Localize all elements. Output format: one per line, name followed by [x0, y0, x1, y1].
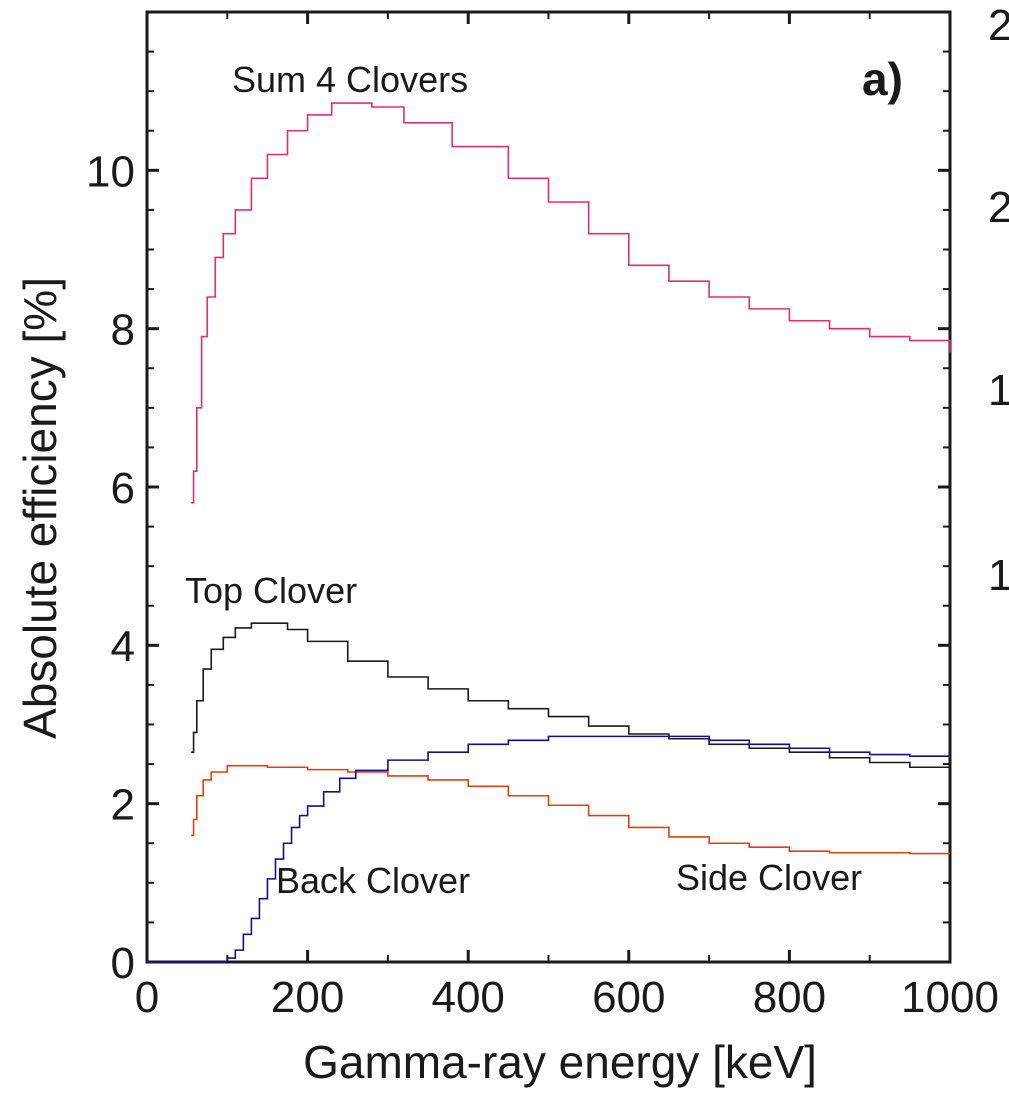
- series-line-back-clover: [147, 735, 951, 963]
- cropped-tick-label-2: 2: [988, 183, 1009, 232]
- y-tick-labels: 0 2 4 6 8 10: [86, 147, 135, 988]
- cropped-tick-label-4: 1: [988, 551, 1009, 600]
- cropped-tick-label-1: 2: [988, 1, 1009, 50]
- annotation-back-clover: Back Clover: [276, 860, 470, 901]
- x-axis-title: Gamma-ray energy [keV]: [303, 1036, 817, 1088]
- annotation-sum-4-clovers: Sum 4 Clovers: [232, 59, 468, 100]
- annotation-side-clover: Side Clover: [676, 857, 862, 898]
- minor-ticks: [147, 12, 950, 962]
- cropped-tick-label-3: 1: [988, 366, 1009, 415]
- x-tick-label: 400: [431, 973, 504, 1022]
- annotation-top-clover: Top Clover: [185, 570, 357, 611]
- x-tick-labels: 0 200 400 600 800 1000: [135, 973, 999, 1022]
- series-line-top-clover: [191, 622, 951, 771]
- x-tick-label: 0: [135, 973, 159, 1022]
- series-line-side-clover: [191, 764, 950, 855]
- y-axis-title: Absolute efficiency [%]: [14, 277, 66, 739]
- y-tick-label: 10: [86, 147, 135, 196]
- series-line-sum-4-clovers: [191, 102, 951, 504]
- x-tick-label: 800: [753, 973, 826, 1022]
- y-tick-label: 2: [111, 781, 135, 830]
- x-tick-label: 600: [592, 973, 665, 1022]
- y-tick-label: 6: [111, 464, 135, 513]
- x-tick-label: 1000: [901, 973, 999, 1022]
- x-tick-label: 200: [271, 973, 344, 1022]
- y-tick-label: 0: [111, 939, 135, 988]
- panel-label: a): [862, 53, 903, 105]
- series-lines: [147, 102, 951, 963]
- y-tick-label: 4: [111, 622, 135, 671]
- y-tick-label: 8: [111, 306, 135, 355]
